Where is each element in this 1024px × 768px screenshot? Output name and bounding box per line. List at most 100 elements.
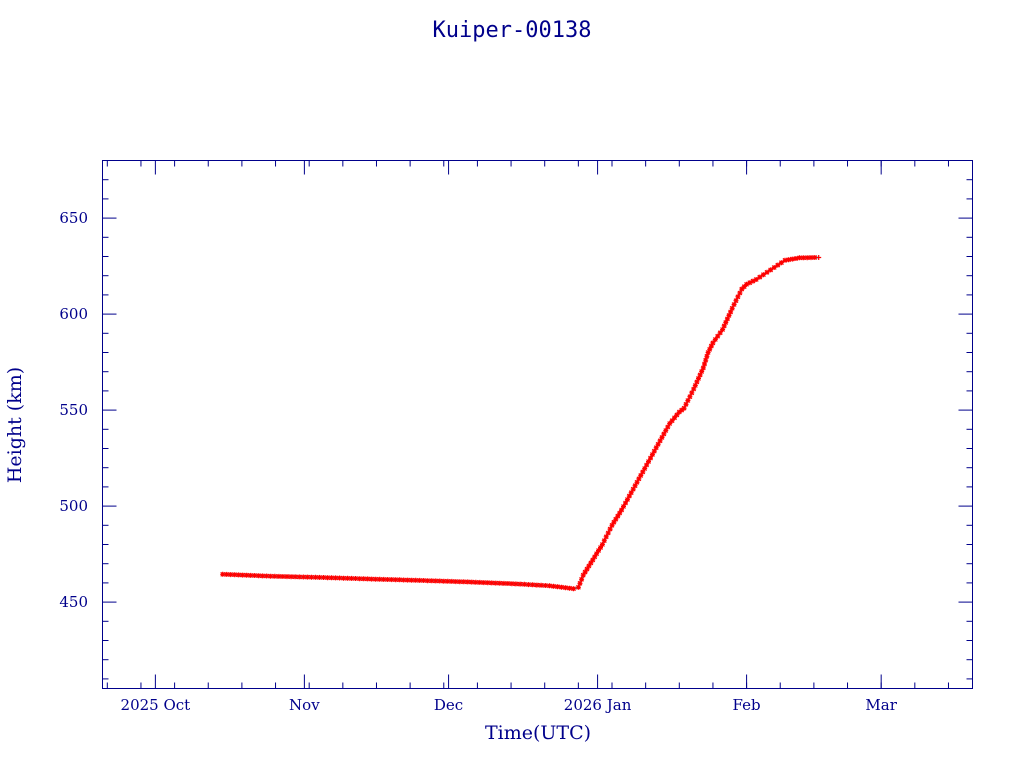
- data-marker: [619, 507, 625, 513]
- data-marker: [699, 368, 705, 374]
- data-marker: [797, 255, 802, 261]
- data-marker: [708, 343, 714, 349]
- data-marker: [381, 576, 387, 582]
- data-marker: [437, 578, 443, 584]
- data-marker: [580, 572, 586, 578]
- data-marker: [405, 577, 411, 583]
- data-marker: [577, 580, 583, 586]
- data-marker: [613, 516, 619, 522]
- data-marker: [579, 576, 585, 582]
- data-marker: [582, 569, 588, 575]
- chart-title: Kuiper-00138: [433, 18, 592, 43]
- data-marker: [228, 572, 234, 578]
- data-marker: [542, 583, 548, 588]
- data-marker: [377, 576, 383, 582]
- data-marker: [304, 574, 310, 580]
- data-marker: [603, 534, 609, 540]
- data-marker: [724, 316, 730, 322]
- data-marker: [461, 579, 467, 585]
- data-marker: [674, 412, 680, 418]
- data-marker: [648, 455, 653, 461]
- data-marker: [264, 573, 270, 579]
- data-marker: [588, 560, 594, 566]
- data-marker: [700, 365, 706, 371]
- data-marker: [288, 574, 294, 580]
- data-marker: [592, 554, 598, 560]
- data-marker: [704, 353, 710, 359]
- data-marker: [624, 497, 630, 503]
- data-marker: [421, 578, 427, 583]
- data-marker: [341, 575, 347, 581]
- data-marker: [505, 581, 511, 586]
- data-marker: [717, 330, 723, 336]
- data-marker: [534, 582, 540, 588]
- data-marker: [357, 576, 363, 582]
- data-marker: [485, 580, 491, 586]
- data-marker: [385, 577, 391, 582]
- data-marker: [710, 340, 716, 346]
- data-marker: [236, 572, 242, 578]
- data-marker: [712, 337, 718, 342]
- data-marker: [703, 357, 709, 363]
- data-marker: [353, 576, 359, 581]
- data-marker: [284, 574, 290, 580]
- data-marker: [457, 579, 463, 585]
- series-line: [222, 256, 819, 590]
- data-marker: [571, 586, 576, 592]
- data-marker: [757, 274, 763, 280]
- data-marker: [425, 578, 431, 584]
- data-marker: [676, 409, 682, 415]
- data-marker: [653, 445, 659, 451]
- data-marker: [493, 580, 499, 586]
- data-marker: [333, 575, 339, 581]
- data-marker: [361, 576, 367, 582]
- x-tick-label: Nov: [289, 696, 320, 714]
- data-marker: [804, 255, 810, 261]
- data-marker: [317, 574, 322, 580]
- data-marker: [401, 577, 407, 583]
- data-marker: [551, 583, 556, 589]
- y-tick-label: 550: [59, 401, 88, 419]
- data-marker: [417, 577, 423, 583]
- data-marker: [586, 563, 592, 569]
- data-marker: [685, 398, 691, 403]
- data-marker: [300, 574, 306, 580]
- data-marker: [646, 459, 651, 465]
- data-marker: [679, 407, 685, 413]
- data-marker: [321, 575, 327, 580]
- data-marker: [517, 581, 523, 587]
- data-marker: [692, 383, 698, 388]
- data-marker: [789, 256, 795, 262]
- data-marker: [429, 578, 435, 584]
- data-marker: [640, 469, 646, 475]
- data-marker: [397, 577, 403, 583]
- data-marker: [726, 312, 732, 318]
- data-marker: [623, 500, 628, 506]
- data-marker: [590, 557, 596, 563]
- data-marker: [739, 286, 745, 292]
- data-marker: [292, 574, 298, 580]
- data-marker: [691, 386, 697, 392]
- data-marker: [563, 585, 568, 591]
- data-marker: [248, 572, 254, 578]
- data-marker: [413, 577, 419, 583]
- data-marker: [812, 255, 818, 260]
- data-marker: [723, 319, 729, 325]
- data-marker: [260, 573, 266, 579]
- data-marker: [720, 327, 726, 332]
- data-marker: [449, 578, 455, 584]
- data-marker: [771, 265, 777, 270]
- data-marker: [547, 583, 552, 589]
- data-marker: [313, 574, 318, 580]
- x-tick-label: Dec: [434, 696, 463, 714]
- data-marker: [481, 580, 487, 586]
- plot-frame: [102, 160, 973, 689]
- data-marker: [707, 346, 713, 352]
- data-marker: [657, 438, 663, 444]
- data-marker: [764, 269, 770, 275]
- data-marker: [760, 272, 766, 278]
- x-tick-label: 2025 Oct: [121, 696, 191, 714]
- data-marker: [687, 394, 693, 400]
- x-tick-label: Feb: [733, 696, 761, 714]
- data-marker: [369, 576, 375, 582]
